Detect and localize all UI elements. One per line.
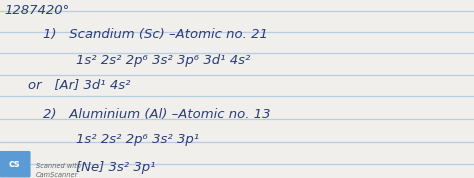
Text: 1s² 2s² 2p⁶ 3s² 3p⁶ 3d¹ 4s²: 1s² 2s² 2p⁶ 3s² 3p⁶ 3d¹ 4s² <box>76 54 250 67</box>
Text: 1s² 2s² 2p⁶ 3s² 3p¹: 1s² 2s² 2p⁶ 3s² 3p¹ <box>76 134 199 146</box>
Text: Scanned with: Scanned with <box>36 163 81 169</box>
Text: [Ne] 3s² 3p¹: [Ne] 3s² 3p¹ <box>76 161 155 174</box>
Text: 1)   Scandium (Sc) –Atomic no. 21: 1) Scandium (Sc) –Atomic no. 21 <box>43 28 267 41</box>
Text: 1287420°: 1287420° <box>5 4 70 17</box>
Text: or   [Ar] 3d¹ 4s²: or [Ar] 3d¹ 4s² <box>28 78 131 91</box>
FancyBboxPatch shape <box>0 152 30 177</box>
Text: 2)   Aluminium (Al) –Atomic no. 13: 2) Aluminium (Al) –Atomic no. 13 <box>43 108 270 121</box>
Text: CamScanner: CamScanner <box>36 172 78 178</box>
Text: cs: cs <box>9 159 20 169</box>
